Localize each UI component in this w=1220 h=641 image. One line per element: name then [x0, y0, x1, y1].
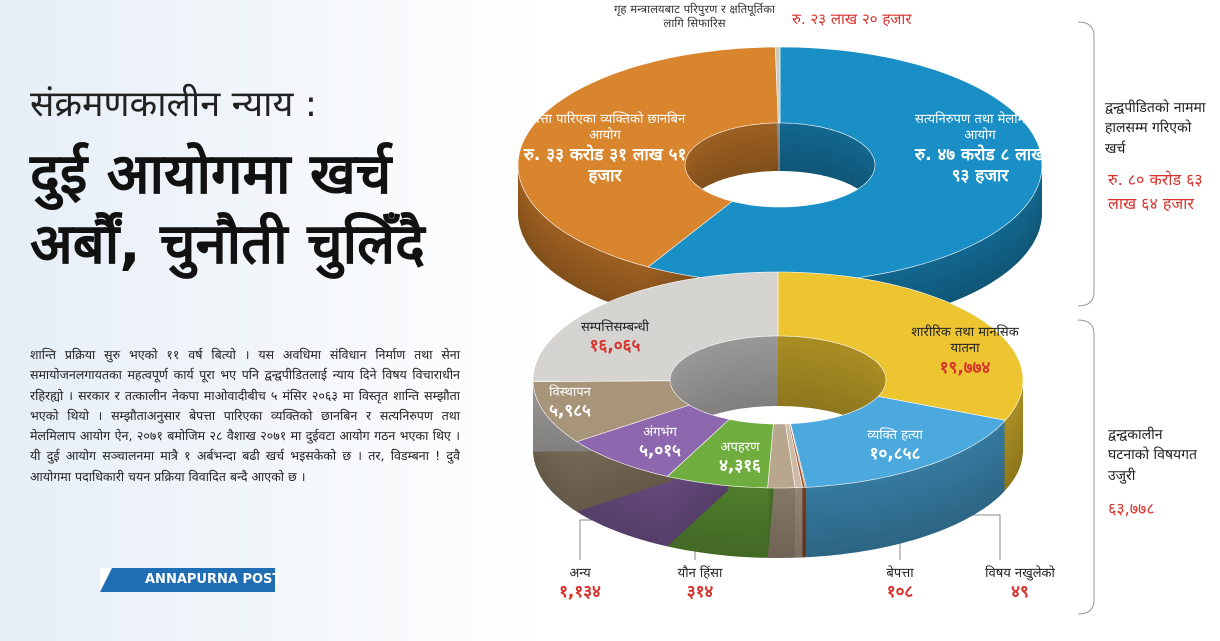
slice-value: रु. २३ लाख २० हजार — [792, 10, 912, 28]
brand-tab — [100, 568, 275, 592]
slice-label: शारीरिक तथा मानसिक यातना १९,७७४ — [905, 325, 1025, 379]
slice-label: विस्थापन ५,९८५ — [530, 385, 610, 423]
slice-name: बेपत्ता पारिएका व्यक्तिको छानबिन आयोग — [524, 112, 686, 144]
slice-name: अन्य — [569, 566, 591, 581]
slice-name: अंगभंग — [643, 425, 677, 440]
slice-label: बेपत्ता पारिएका व्यक्तिको छानबिन आयोग रु.… — [520, 112, 690, 187]
headline-line: अर्बौं, चुनौती चुलिँदै — [30, 212, 425, 277]
slice-name: बेपत्ता — [886, 566, 914, 581]
slice-name: विषय नखुलेको — [985, 566, 1055, 581]
slice-value: १९,७७४ — [939, 357, 991, 378]
slice-label: अन्य १,१३४ — [545, 566, 615, 604]
slice-name: व्यक्ति हत्या — [867, 428, 923, 443]
slice-label: बेपत्ता १०८ — [865, 566, 935, 604]
slice-label: सत्यनिरुपण तथा मेलमिलाप आयोग रु. ४७ करोड … — [905, 112, 1055, 187]
brand: ANNAPURNA POST — [145, 572, 282, 587]
bracket — [1077, 319, 1095, 615]
slice-label: विषय नखुलेको ४९ — [965, 566, 1075, 604]
slice-value: १०,८५८ — [869, 444, 921, 465]
slice-label: सम्पत्तिसम्बन्धी १६,०६५ — [555, 320, 675, 358]
slice-value: १०८ — [886, 582, 914, 603]
slice-value: ५,०१५ — [639, 441, 681, 462]
legend-title: द्वन्द्वपीडितको नाममा हालसम्म गरिएको खर्… — [1105, 100, 1206, 157]
body-text: शान्ति प्रक्रिया सुरु भएको ११ वर्ष बित्य… — [30, 347, 460, 484]
slice-name: सत्यनिरुपण तथा मेलमिलाप आयोग — [915, 112, 1045, 144]
slice-name: गृह मन्त्रालयबाट परिपुरण र क्षतिपूर्तिका… — [613, 2, 776, 31]
slice-label: गृह मन्त्रालयबाट परिपुरण र क्षतिपूर्तिका… — [612, 2, 912, 31]
slice-name: विस्थापन — [549, 385, 591, 400]
slice-value: ४,३१६ — [719, 456, 761, 477]
slice-value: १,१३४ — [559, 582, 601, 603]
slice-label: अंगभंग ५,०१५ — [615, 425, 705, 463]
brand-notch — [100, 568, 112, 592]
slice-value: ५,९८५ — [549, 401, 591, 422]
headline: दुई आयोगमा खर्च अर्बौं, चुनौती चुलिँदै — [30, 140, 425, 280]
total-label: ६३,७७८ — [1108, 499, 1155, 518]
slice-name: सम्पत्तिसम्बन्धी — [580, 320, 650, 335]
slice-name: अपहरण — [720, 440, 760, 455]
slice-name: यौन हिंसा — [677, 566, 723, 581]
slice-value: ४९ — [1011, 582, 1029, 603]
headline-line: दुई आयोगमा खर्च — [30, 142, 392, 207]
slice-label: व्यक्ति हत्या १०,८५८ — [840, 428, 950, 466]
slice-value: १६,०६५ — [589, 336, 641, 357]
slice — [774, 46, 781, 124]
legend-title: द्वन्द्वकालीन घटनाको विषयगत उजुरी — [1108, 427, 1198, 484]
slice-label: अपहरण ४,३१६ — [700, 440, 780, 478]
slice-label: यौन हिंसा ३१४ — [660, 566, 740, 604]
slice-value: ३१४ — [686, 582, 714, 603]
slice-value: रु. ४७ करोड ८ लाख ९३ हजार — [914, 144, 1046, 186]
slice-value: रु. ३३ करोड ३१ लाख ५१ हजार — [523, 144, 687, 186]
total-label: रु. ८० करोड ६३ लाख ६४ हजार — [1108, 170, 1203, 213]
bracket — [1077, 21, 1095, 307]
heading: संक्रमणकालीन न्याय : — [30, 84, 317, 125]
slice-name: शारीरिक तथा मानसिक यातना — [911, 325, 1019, 357]
slice — [532, 271, 779, 383]
